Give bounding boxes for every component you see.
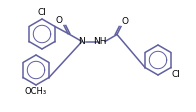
- Text: Cl: Cl: [172, 70, 181, 79]
- Text: N: N: [79, 37, 85, 46]
- Text: O: O: [122, 16, 129, 26]
- Text: OCH₃: OCH₃: [25, 87, 47, 96]
- Text: O: O: [56, 15, 63, 25]
- Text: Cl: Cl: [38, 8, 46, 17]
- Text: NH: NH: [93, 37, 107, 46]
